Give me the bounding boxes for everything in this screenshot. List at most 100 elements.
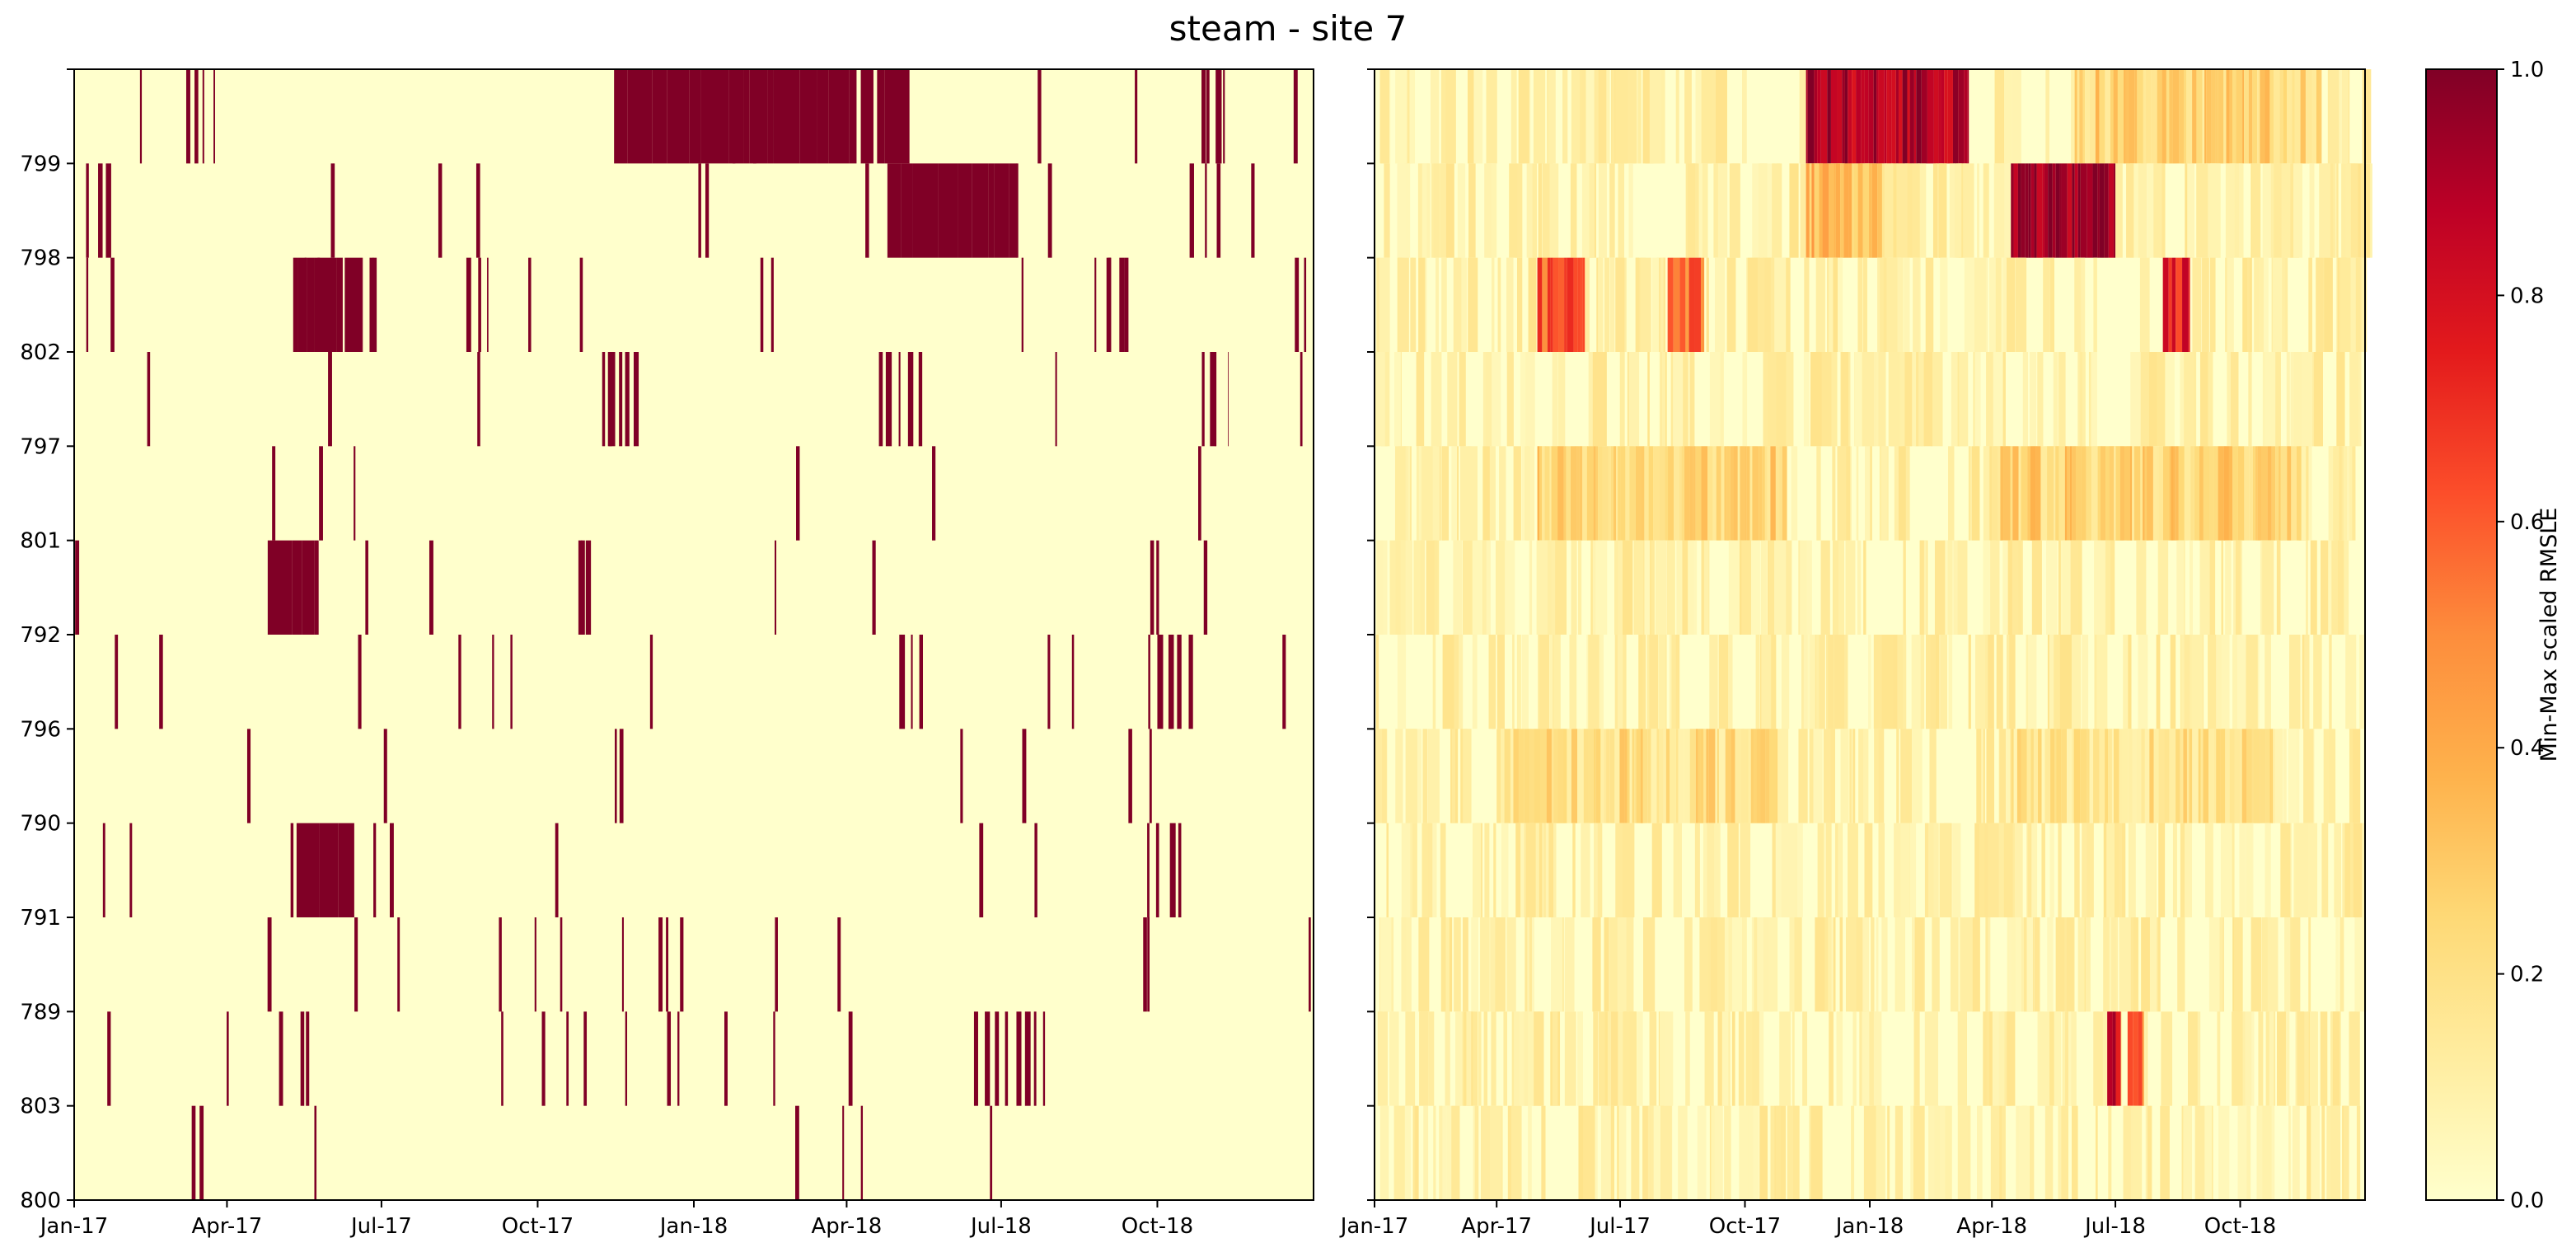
heatmap-cell xyxy=(1840,163,1844,258)
heatmap-cell xyxy=(865,163,869,258)
heatmap-cell xyxy=(2045,69,2050,164)
heatmap-cell xyxy=(1201,352,1205,447)
heatmap-cell xyxy=(2002,823,2014,917)
heatmap-cell xyxy=(1883,257,1889,352)
heatmap-cell xyxy=(429,540,433,635)
heatmap-cell xyxy=(1948,446,1955,541)
heatmap-cell xyxy=(1987,635,1994,729)
heatmap-cell xyxy=(194,69,199,164)
heatmap-cell xyxy=(2202,1105,2213,1200)
heatmap-cell xyxy=(1644,446,1649,541)
heatmap-cell xyxy=(1694,257,1701,352)
heatmap-cell xyxy=(932,446,936,541)
heatmap-cell xyxy=(2075,540,2082,635)
heatmap-cell xyxy=(2354,917,2367,1012)
heatmap-cell xyxy=(1802,1011,1808,1106)
heatmap-cell xyxy=(1488,163,1497,258)
colorbar-tick-label: 0.0 xyxy=(2510,1189,2544,1213)
heatmap-cell xyxy=(1953,540,1962,635)
heatmap-cell xyxy=(1863,1105,1876,1200)
heatmap-cell xyxy=(1573,257,1578,352)
heatmap-cell xyxy=(2263,257,2269,352)
heatmap-cell xyxy=(1688,257,1695,352)
heatmap-cell xyxy=(2036,163,2043,258)
colorbar-tick-label: 1.0 xyxy=(2510,58,2544,82)
heatmap-cell xyxy=(1974,257,1986,352)
heatmap-cell xyxy=(1916,69,1922,164)
heatmap-cell xyxy=(2108,163,2114,258)
heatmap-cell xyxy=(1857,540,1862,635)
heatmap-cell xyxy=(1644,540,1650,635)
heatmap-cell xyxy=(1896,917,1905,1012)
heatmap-cell xyxy=(1934,823,1939,917)
heatmap-cell xyxy=(2105,446,2110,541)
heatmap-cell xyxy=(1767,446,1771,541)
heatmap-cell xyxy=(1942,1105,1952,1200)
heatmap-cell xyxy=(2147,163,2154,258)
heatmap-cell xyxy=(2067,163,2073,258)
heatmap-cell xyxy=(2232,446,2238,541)
heatmap-cell xyxy=(1558,257,1565,352)
heatmap-cell xyxy=(2269,352,2276,447)
heatmap-cell xyxy=(1989,446,1993,541)
heatmap-cell xyxy=(2331,540,2339,635)
heatmap-cell xyxy=(1563,729,1567,823)
heatmap-cell xyxy=(1820,69,1828,164)
heatmap-cell xyxy=(1309,917,1311,1012)
heatmap-cell xyxy=(2308,917,2311,1012)
heatmap-cell xyxy=(1376,540,1384,635)
heatmap-cell xyxy=(2239,163,2244,258)
heatmap-cell xyxy=(1699,917,1709,1012)
heatmap-cell xyxy=(1708,69,1717,164)
heatmap-cell xyxy=(1977,1105,1983,1200)
heatmap-cell xyxy=(1891,69,1896,164)
heatmap-cell xyxy=(1644,69,1654,164)
heatmap-cell xyxy=(1617,635,1623,729)
heatmap-cell xyxy=(2034,917,2040,1012)
heatmap-cell xyxy=(2291,446,2297,541)
heatmap-cell xyxy=(2049,635,2057,729)
heatmap-cell xyxy=(2184,352,2194,447)
heatmap-cell xyxy=(2192,257,2202,352)
heatmap-cell xyxy=(1394,352,1401,447)
heatmap-cell xyxy=(1826,917,1832,1012)
heatmap-cell xyxy=(1609,729,1615,823)
heatmap-cell xyxy=(1650,1105,1656,1200)
heatmap-cell xyxy=(2172,823,2177,917)
heatmap-cell xyxy=(2314,352,2323,447)
heatmap-cell xyxy=(1576,446,1580,541)
heatmap-cell xyxy=(1549,446,1552,541)
heatmap-cell xyxy=(1472,69,1483,164)
heatmap-cell xyxy=(2018,540,2021,635)
heatmap-cell xyxy=(1501,729,1505,823)
heatmap-cell xyxy=(2075,446,2082,541)
heatmap-cell xyxy=(477,352,480,447)
heatmap-cell xyxy=(1660,1105,1672,1200)
heatmap-cell xyxy=(1518,69,1529,164)
heatmap-cell xyxy=(2145,823,2156,917)
heatmap-cell xyxy=(110,257,115,352)
heatmap-cell xyxy=(1804,257,1810,352)
heatmap-cell xyxy=(1932,163,1938,258)
heatmap-cell xyxy=(1042,1011,1046,1106)
heatmap-cell xyxy=(2275,352,2281,447)
heatmap-cell xyxy=(652,69,667,164)
heatmap-cell xyxy=(1934,540,1946,635)
heatmap-cell xyxy=(1775,1105,1782,1200)
heatmap-cell xyxy=(1880,446,1888,541)
heatmap-cell xyxy=(1873,69,1877,164)
heatmap-cell xyxy=(1033,1011,1037,1106)
heatmap-cell xyxy=(1157,635,1164,729)
heatmap-cell xyxy=(1890,163,1898,258)
heatmap-cell xyxy=(2277,1011,2288,1106)
heatmap-cell xyxy=(2267,917,2279,1012)
heatmap-cell xyxy=(1721,446,1725,541)
heatmap-cell xyxy=(1695,69,1702,164)
heatmap-cell xyxy=(383,729,387,823)
heatmap-cell xyxy=(2071,635,2082,729)
heatmap-cell xyxy=(1459,1011,1467,1106)
heatmap-cell xyxy=(1919,540,1928,635)
heatmap-cell xyxy=(372,257,377,352)
heatmap-cell xyxy=(1841,352,1849,447)
heatmap-cell xyxy=(770,257,774,352)
